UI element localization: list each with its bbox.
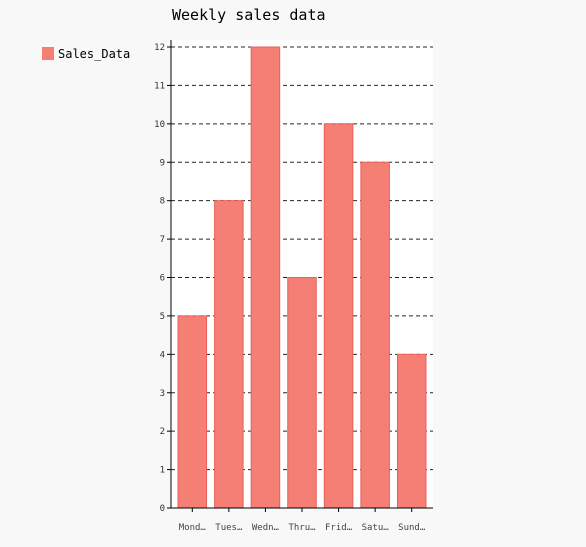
y-tick-label: 0 [160,504,165,514]
legend-swatch [42,47,54,60]
y-tick-label: 6 [160,274,165,284]
y-tick-label: 11 [154,81,165,91]
y-tick-label: 4 [160,350,165,360]
x-tick-label: Wedn… [252,523,280,533]
x-tick-label: Frid… [325,523,353,533]
legend: Sales_Data [42,47,130,61]
y-tick-label: 7 [160,235,165,245]
y-tick-label: 10 [154,120,165,130]
x-tick-label: Mond… [179,523,207,533]
y-tick-label: 2 [160,427,165,437]
bar [396,353,427,509]
bar [177,315,208,509]
y-tick-label: 12 [154,43,165,53]
x-tick-label: Tues… [215,523,243,533]
bar [250,46,281,509]
bar [360,161,390,509]
x-tick-label: Sund… [398,523,426,533]
y-tick-label: 5 [160,312,165,322]
y-tick-label: 3 [160,389,165,399]
bars [177,46,427,509]
y-tick-label: 1 [160,466,165,476]
y-tick-label: 8 [160,197,165,207]
bar [287,277,317,509]
y-tick-label: 9 [160,158,165,168]
x-tick-label: Thru… [288,523,316,533]
bar [214,200,244,509]
chart-title: Weekly sales data [172,6,326,24]
x-tick-label: Satu… [362,523,390,533]
x-axis-ticks: Mond… Tues… Wedn… Thru… Frid… Satu… Sund… [179,508,426,533]
legend-label: Sales_Data [58,47,130,61]
bar [323,123,354,509]
